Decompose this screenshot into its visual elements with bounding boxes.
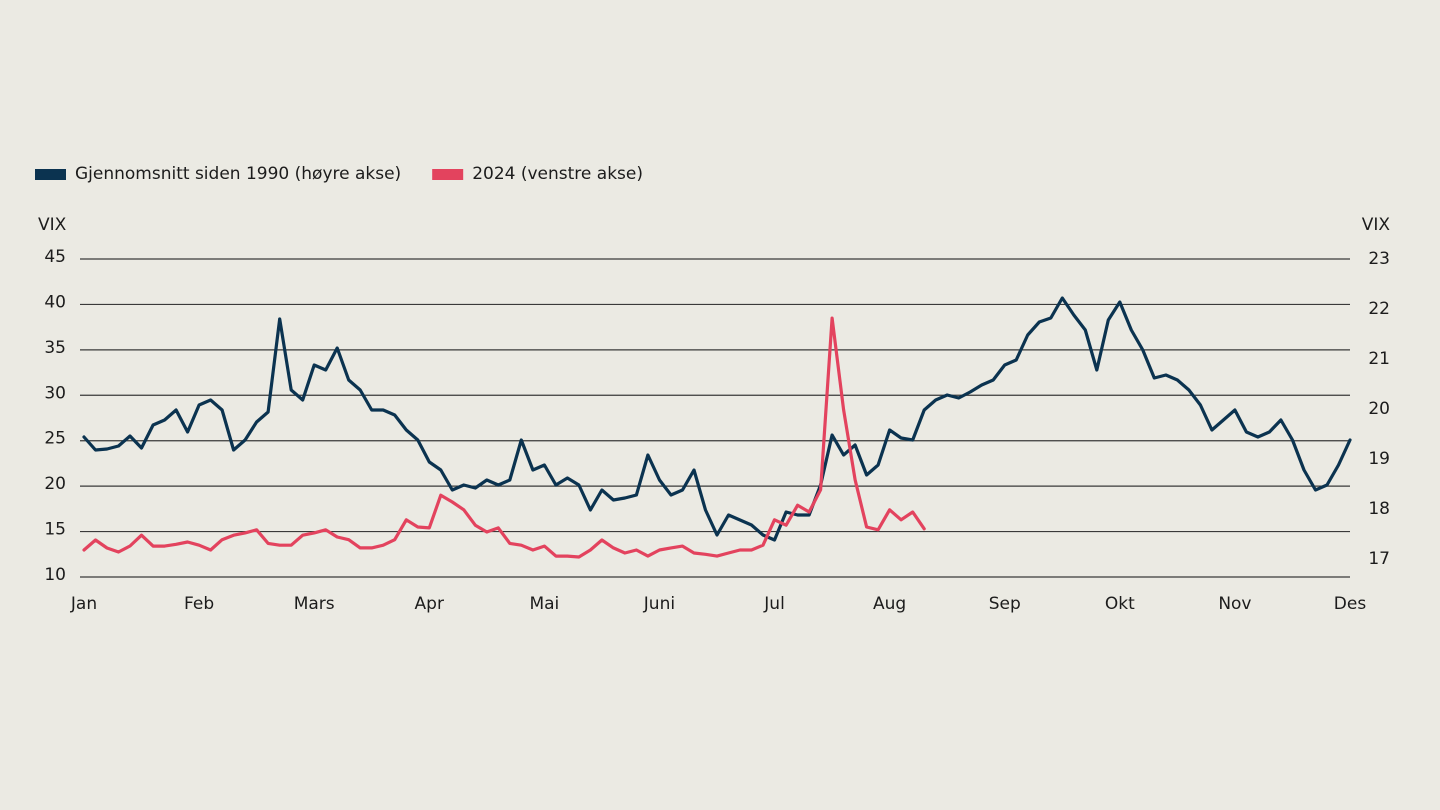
y2-tick-label: 19 <box>1368 449 1390 469</box>
y-tick-label: 40 <box>44 292 66 312</box>
y2-tick-label: 20 <box>1368 399 1390 419</box>
y2-tick-label: 22 <box>1368 299 1390 319</box>
y2-axis-label: VIX <box>1362 215 1391 235</box>
y-tick-label: 15 <box>44 520 66 540</box>
y-tick-label: 20 <box>44 474 66 494</box>
legend-label: 2024 (venstre akse) <box>472 164 643 184</box>
x-tick-label: Juni <box>643 594 675 614</box>
x-tick-label: Mars <box>294 594 335 614</box>
y-axis-label: VIX <box>38 215 67 235</box>
y2-tick-label: 18 <box>1368 499 1390 519</box>
x-tick-label: Sep <box>989 594 1021 614</box>
y-tick-label: 30 <box>44 383 66 403</box>
x-tick-label: Feb <box>184 594 214 614</box>
y-tick-label: 35 <box>44 338 66 358</box>
y2-tick-label: 23 <box>1368 249 1390 269</box>
x-tick-label: Mai <box>529 594 559 614</box>
x-tick-label: Des <box>1334 594 1367 614</box>
y-tick-label: 25 <box>44 429 66 449</box>
x-tick-label: Apr <box>415 594 444 614</box>
y-tick-label: 10 <box>44 565 66 585</box>
x-tick-label: Jul <box>763 594 785 614</box>
y2-tick-label: 21 <box>1368 349 1390 369</box>
x-tick-label: Aug <box>873 594 906 614</box>
legend-swatch <box>432 169 464 180</box>
series-line <box>82 316 926 559</box>
legend-label: Gjennomsnitt siden 1990 (høyre akse) <box>75 164 401 184</box>
x-tick-label: Okt <box>1105 594 1135 614</box>
x-tick-label: Jan <box>70 594 97 614</box>
x-tick-label: Nov <box>1218 594 1251 614</box>
series-line <box>82 296 1352 542</box>
legend-swatch <box>35 169 66 180</box>
y-tick-label: 45 <box>44 247 66 267</box>
y2-tick-label: 17 <box>1368 549 1390 569</box>
